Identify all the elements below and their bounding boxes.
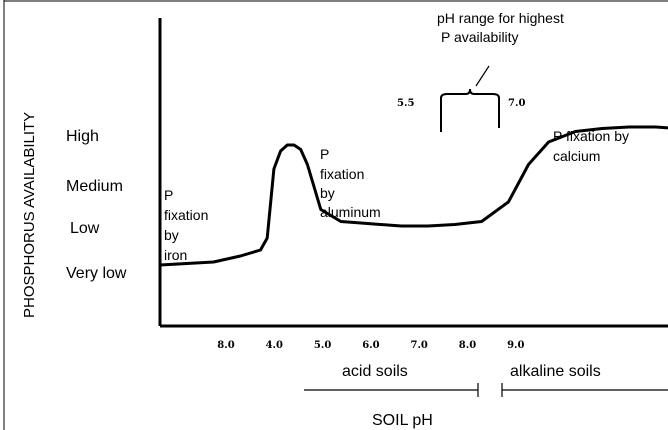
x-axis-title: SOIL pH: [372, 412, 433, 429]
x-tick-label: 7.0: [410, 340, 427, 351]
bracket-label-low: 5.5: [397, 98, 414, 109]
annotation-highest-line-1: pH range for highest: [437, 10, 564, 26]
annotation-aluminum-line-2: fixation: [320, 166, 364, 182]
annotation-calcium-line-2: calcium: [553, 148, 600, 164]
bracket-label-high: 7.0: [508, 98, 525, 109]
ph-range-bracket: [440, 88, 500, 132]
annotation-iron-line-4: iron: [164, 247, 187, 263]
x-tick-label: 8.0: [459, 340, 476, 351]
annotation-highest-line-2: P availability: [441, 29, 519, 45]
acid-soils-label: acid soils: [342, 363, 408, 380]
x-tick-label: 6.0: [362, 340, 379, 351]
y-tick-high: High: [66, 128, 99, 145]
annotation-aluminum-line-4: aluminum: [320, 204, 381, 220]
annotation-aluminum-line-3: by: [320, 185, 335, 201]
x-tick-label: 5.0: [314, 340, 331, 351]
annotation-calcium-line-1: P fixation by: [553, 128, 629, 144]
y-axis-title: PHOSPHORUS AVAILABILITY: [21, 112, 38, 318]
annotation-iron-line-3: by: [164, 227, 179, 243]
alkaline-soils-label: alkaline soils: [510, 363, 601, 380]
annotation-iron-line-1: P: [164, 187, 173, 203]
x-tick-label: 4.0: [266, 340, 283, 351]
availability-curve: [158, 125, 668, 267]
x-tick-label: 9.0: [507, 340, 524, 351]
y-tick-medium: Medium: [66, 178, 123, 195]
annotation-aluminum-line-1: P: [320, 146, 329, 162]
x-tick-labels: 8.0 4.0 5.0 6.0 7.0 8.0 9.0: [217, 340, 524, 351]
y-tick-very-low: Very low: [66, 265, 127, 282]
annotation-iron-line-2: fixation: [164, 207, 208, 223]
y-tick-low: Low: [70, 220, 100, 237]
annotation-pointer-line: [475, 65, 490, 87]
x-tick-label: 8.0: [217, 340, 234, 351]
